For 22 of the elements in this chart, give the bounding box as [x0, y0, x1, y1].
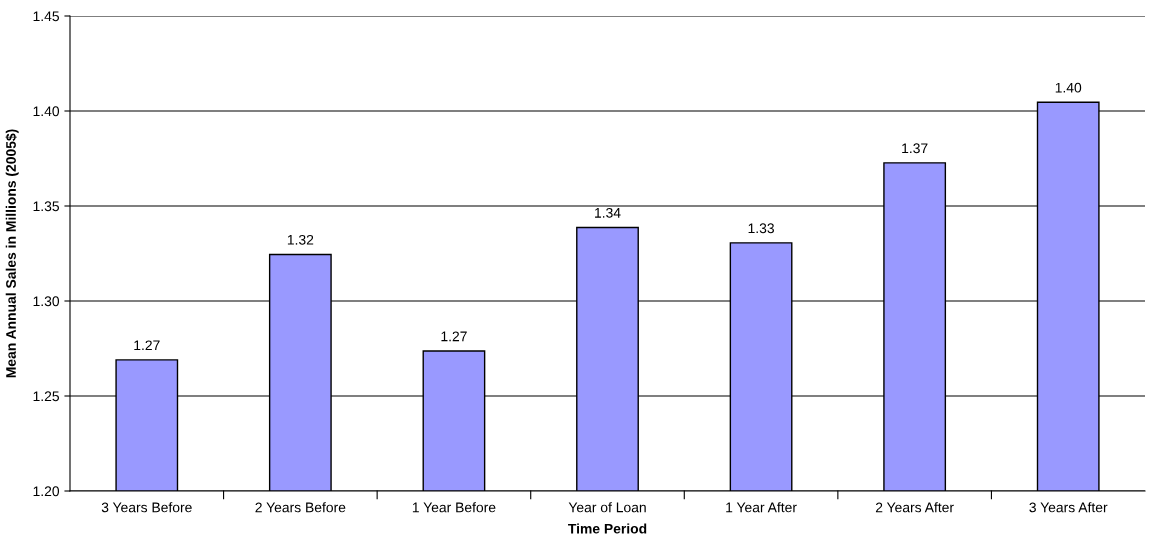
x-tick-label: 1 Year After	[726, 502, 797, 513]
x-axis-title: Time Period	[568, 523, 647, 534]
data-label: 1.32	[287, 234, 314, 245]
x-tick-label: Year of Loan	[568, 502, 646, 513]
x-tick-label: 1 Year Before	[412, 502, 496, 513]
data-label: 1.37	[902, 143, 928, 154]
y-tick-label: 1.45	[33, 11, 59, 22]
y-tick-label: 1.35	[33, 201, 59, 212]
x-tick-label: 3 Years After	[1029, 502, 1108, 513]
data-label: 1.27	[134, 340, 160, 351]
y-axis-title: Mean Annual Sales in Millions (2005$)	[5, 129, 19, 378]
x-tick-label: 3 Years Before	[101, 502, 192, 513]
x-tick-label: 2 Years Before	[255, 502, 346, 513]
y-tick-label: 1.25	[33, 391, 59, 402]
data-label: 1.34	[595, 207, 621, 218]
y-tick-label: 1.20	[33, 486, 60, 497]
data-label: 1.33	[748, 223, 774, 234]
data-label: 1.27	[441, 331, 467, 342]
y-tick-label: 1.40	[33, 106, 60, 117]
data-label: 1.40	[1055, 82, 1082, 93]
x-tick-label: 2 Years After	[875, 502, 954, 513]
y-tick-label: 1.30	[33, 296, 60, 307]
